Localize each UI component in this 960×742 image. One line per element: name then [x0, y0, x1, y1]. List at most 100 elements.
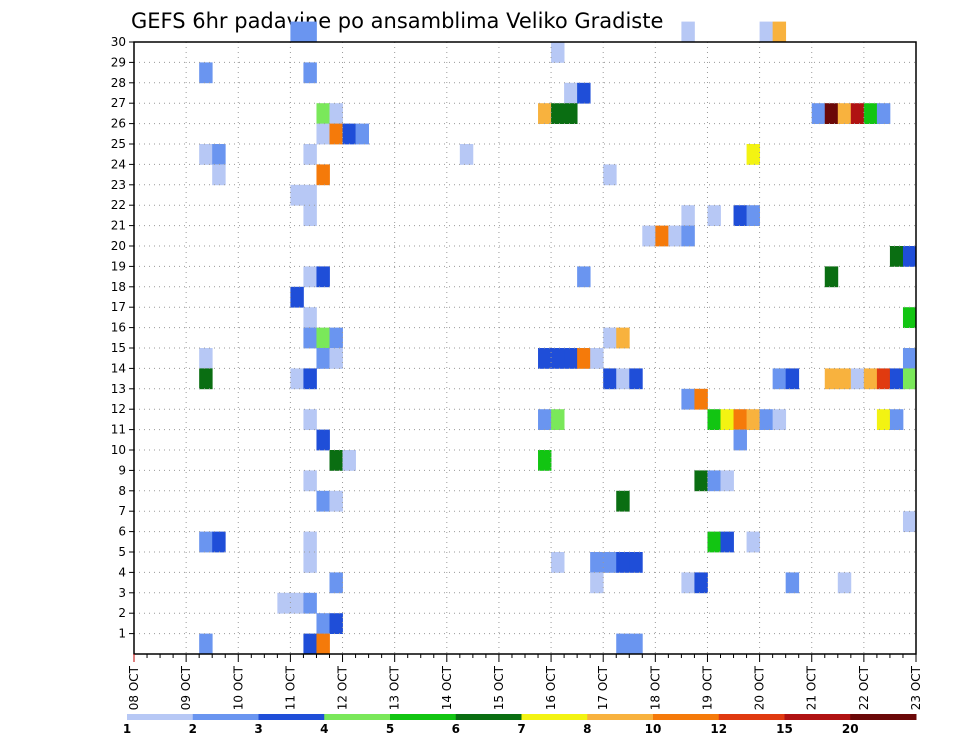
heat-cell [876, 368, 891, 390]
heat-cell [329, 123, 343, 145]
legend-label: 6 [452, 722, 460, 736]
heat-cell [551, 42, 565, 63]
chart-title: GEFS 6hr padavine po ansamblima Veliko G… [131, 9, 663, 33]
heat-cell [707, 409, 721, 430]
y-tick-label: 7 [118, 504, 126, 518]
y-tick-label: 16 [111, 321, 126, 335]
y-tick-label: 28 [111, 76, 126, 90]
heat-cell [720, 409, 734, 430]
heat-cell [772, 21, 787, 43]
heat-cell [785, 368, 800, 390]
heat-cell [316, 348, 330, 369]
x-axis: 08 OCT 09 OCT 10 OCT 11 OCT 12 OCT 13 OCT 14 O… [127, 654, 923, 710]
heat-cell [668, 225, 682, 247]
y-tick-label: 6 [118, 525, 126, 539]
heat-cell [876, 409, 891, 430]
legend-swatch [784, 714, 851, 720]
legend-swatch [653, 714, 720, 720]
heat-cell [863, 103, 878, 124]
heat-cell [681, 572, 695, 594]
y-tick-label: 20 [111, 239, 126, 253]
legend-label: 20 [842, 722, 859, 736]
heat-cell [564, 348, 578, 369]
heat-cell [564, 103, 578, 124]
heat-cell [303, 144, 317, 165]
heat-cell [902, 307, 917, 328]
legend-label: 10 [645, 722, 662, 736]
x-tick-label: 14 OCT [440, 665, 454, 710]
heat-cell [355, 123, 369, 145]
heat-cell [850, 103, 865, 124]
legend-label: 12 [710, 722, 727, 736]
heat-cell [329, 450, 343, 471]
heat-cell [199, 368, 213, 390]
y-tick-label: 4 [118, 565, 126, 579]
heat-cell [316, 429, 330, 451]
heat-cell [603, 368, 617, 390]
legend-label: 15 [776, 722, 793, 736]
heat-cell [303, 368, 317, 390]
heat-cell [902, 511, 917, 532]
y-tick-label: 11 [111, 423, 126, 437]
heat-cell [746, 144, 760, 165]
heat-cell [342, 123, 356, 145]
gridlines [134, 42, 916, 654]
heat-cell [316, 123, 330, 145]
heat-cell [316, 266, 330, 288]
y-tick-label: 14 [111, 361, 126, 375]
legend-label: 8 [583, 722, 591, 736]
y-tick-label: 15 [111, 341, 126, 355]
heat-cell [316, 164, 330, 186]
y-tick-label: 2 [118, 606, 126, 620]
heat-cell [681, 205, 695, 226]
heat-cell [551, 103, 565, 124]
heat-cell [290, 286, 304, 308]
heat-cell [902, 368, 917, 390]
legend-swatch [850, 714, 917, 720]
x-tick-label: 08 OCT [127, 665, 141, 710]
heat-cell [329, 490, 343, 512]
heat-cell [603, 552, 617, 573]
heat-cell [577, 348, 591, 369]
heat-cell [707, 470, 721, 492]
heat-cell [577, 266, 591, 288]
y-tick-label: 22 [111, 198, 126, 212]
heat-cell [707, 531, 721, 553]
heat-cell [824, 103, 839, 124]
heat-cell [785, 572, 800, 594]
y-tick-label: 8 [118, 484, 126, 498]
heat-cell [681, 225, 695, 247]
legend-label: 3 [254, 722, 262, 736]
heat-cell [629, 368, 643, 390]
x-tick-label: 22 OCT [857, 665, 871, 710]
heat-cell [199, 633, 213, 655]
color-legend: 1 2 3 4 5 6 7 8 10 12 15 20 [123, 714, 917, 736]
heat-cell [642, 225, 656, 247]
x-tick-label: 13 OCT [388, 665, 402, 710]
y-tick-label: 19 [111, 259, 126, 273]
heat-cell [212, 531, 226, 553]
heat-cell [629, 552, 643, 573]
heat-cell [538, 348, 552, 369]
x-tick-label: 20 OCT [753, 665, 767, 710]
y-tick-label: 26 [111, 117, 126, 131]
heat-cell [759, 409, 774, 430]
heat-cell [303, 327, 317, 349]
data-cells [199, 21, 917, 655]
x-tick-label: 12 OCT [336, 665, 350, 710]
x-tick-label: 19 OCT [700, 665, 714, 710]
heat-cell [538, 409, 552, 430]
y-tick-label: 18 [111, 280, 126, 294]
legend-swatch [718, 714, 785, 720]
heat-cell [329, 103, 343, 124]
heat-cell [772, 409, 787, 430]
heat-cell [342, 450, 356, 471]
heat-cell [837, 572, 852, 594]
heat-cell [551, 409, 565, 430]
heat-cell [316, 490, 330, 512]
y-tick-label: 24 [111, 157, 126, 171]
heat-cell [459, 144, 474, 165]
heat-cell [329, 613, 343, 634]
heat-cell [551, 552, 565, 573]
